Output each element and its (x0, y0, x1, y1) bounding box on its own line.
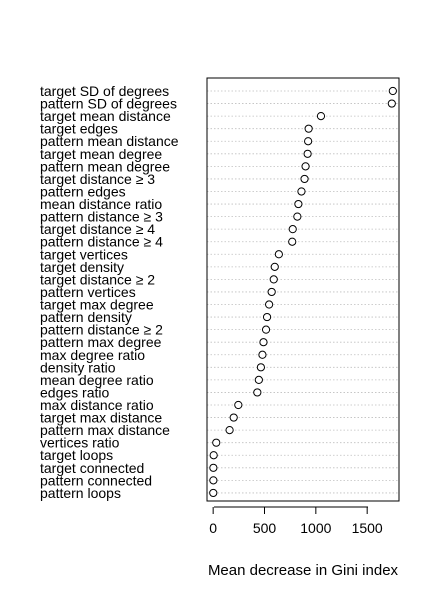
category-label: pattern distance ≥ 2 (40, 322, 163, 338)
category-label: target distance ≥ 4 (40, 221, 155, 237)
category-label: target loops (40, 447, 113, 463)
data-point (258, 350, 267, 359)
data-point (301, 162, 310, 171)
category-label: pattern vertices (40, 284, 136, 300)
data-point (294, 199, 303, 209)
data-point (265, 300, 274, 309)
data-point (253, 388, 262, 397)
category-label: pattern loops (40, 485, 121, 501)
data-point (209, 488, 218, 498)
category-label: pattern density (40, 309, 132, 325)
data-point (209, 476, 218, 485)
category-label: target connected (40, 460, 144, 476)
category-label: pattern mean degree (40, 158, 170, 174)
x-axis: 0 500 1000 1500 (209, 506, 383, 536)
data-point (288, 225, 297, 234)
category-label: target max distance (40, 410, 162, 426)
data-point (261, 325, 271, 334)
data-point (212, 438, 221, 447)
data-point (388, 86, 397, 96)
data-point (209, 463, 218, 472)
category-label: pattern max distance (40, 422, 170, 438)
data-point (267, 287, 276, 297)
category-label: edges ratio (40, 384, 109, 400)
category-label: pattern mean distance (40, 133, 179, 149)
category-label: pattern max degree (40, 334, 162, 350)
category-label: target max degree (40, 297, 154, 313)
category-label: pattern distance ≥ 3 (40, 209, 163, 225)
category-label: target edges (40, 121, 118, 137)
data-point (234, 400, 243, 410)
category-label: vertices ratio (40, 435, 120, 451)
data-point (254, 375, 263, 384)
data-point (304, 137, 313, 146)
grid-lines (207, 90, 399, 494)
data-point (259, 338, 268, 347)
category-label: density ratio (40, 359, 116, 375)
data-point (262, 312, 272, 322)
category-label: pattern distance ≥ 4 (40, 234, 163, 250)
data-point (288, 237, 297, 246)
category-label: target mean distance (40, 108, 171, 124)
data-point (316, 112, 326, 121)
category-label: target mean degree (40, 146, 162, 162)
category-label: target SD of degrees (40, 83, 169, 99)
category-label: max degree ratio (40, 347, 145, 363)
category-label: target distance ≥ 2 (40, 271, 155, 287)
data-point (303, 149, 312, 158)
x-tick-label: 500 (253, 520, 277, 536)
plot-frame (206, 77, 400, 502)
data-point (297, 187, 306, 196)
x-tick-label: 0 (209, 520, 217, 536)
x-axis-title: Mean decrease in Gini index (208, 562, 399, 579)
data-point (274, 250, 283, 259)
x-tick-label: 1000 (300, 520, 331, 536)
data-point (269, 275, 278, 284)
category-label: max distance ratio (40, 397, 154, 413)
category-label: pattern connected (40, 472, 152, 488)
data-point (293, 212, 302, 221)
data-point (229, 413, 238, 422)
category-label: pattern SD of degrees (40, 96, 177, 112)
category-label: target density (40, 259, 124, 275)
category-label: pattern edges (40, 183, 126, 199)
data-point (225, 426, 234, 435)
data-point (304, 124, 313, 133)
category-label: target vertices (40, 246, 128, 262)
data-point (300, 174, 309, 184)
data-point (256, 363, 265, 372)
data-point (387, 99, 396, 108)
category-label: target distance ≥ 3 (40, 171, 155, 187)
category-label: mean degree ratio (40, 372, 154, 388)
x-tick-label: 1500 (352, 520, 383, 536)
data-point (270, 262, 279, 271)
category-label: mean distance ratio (40, 196, 162, 212)
data-point (209, 451, 218, 460)
data-points (209, 86, 397, 498)
